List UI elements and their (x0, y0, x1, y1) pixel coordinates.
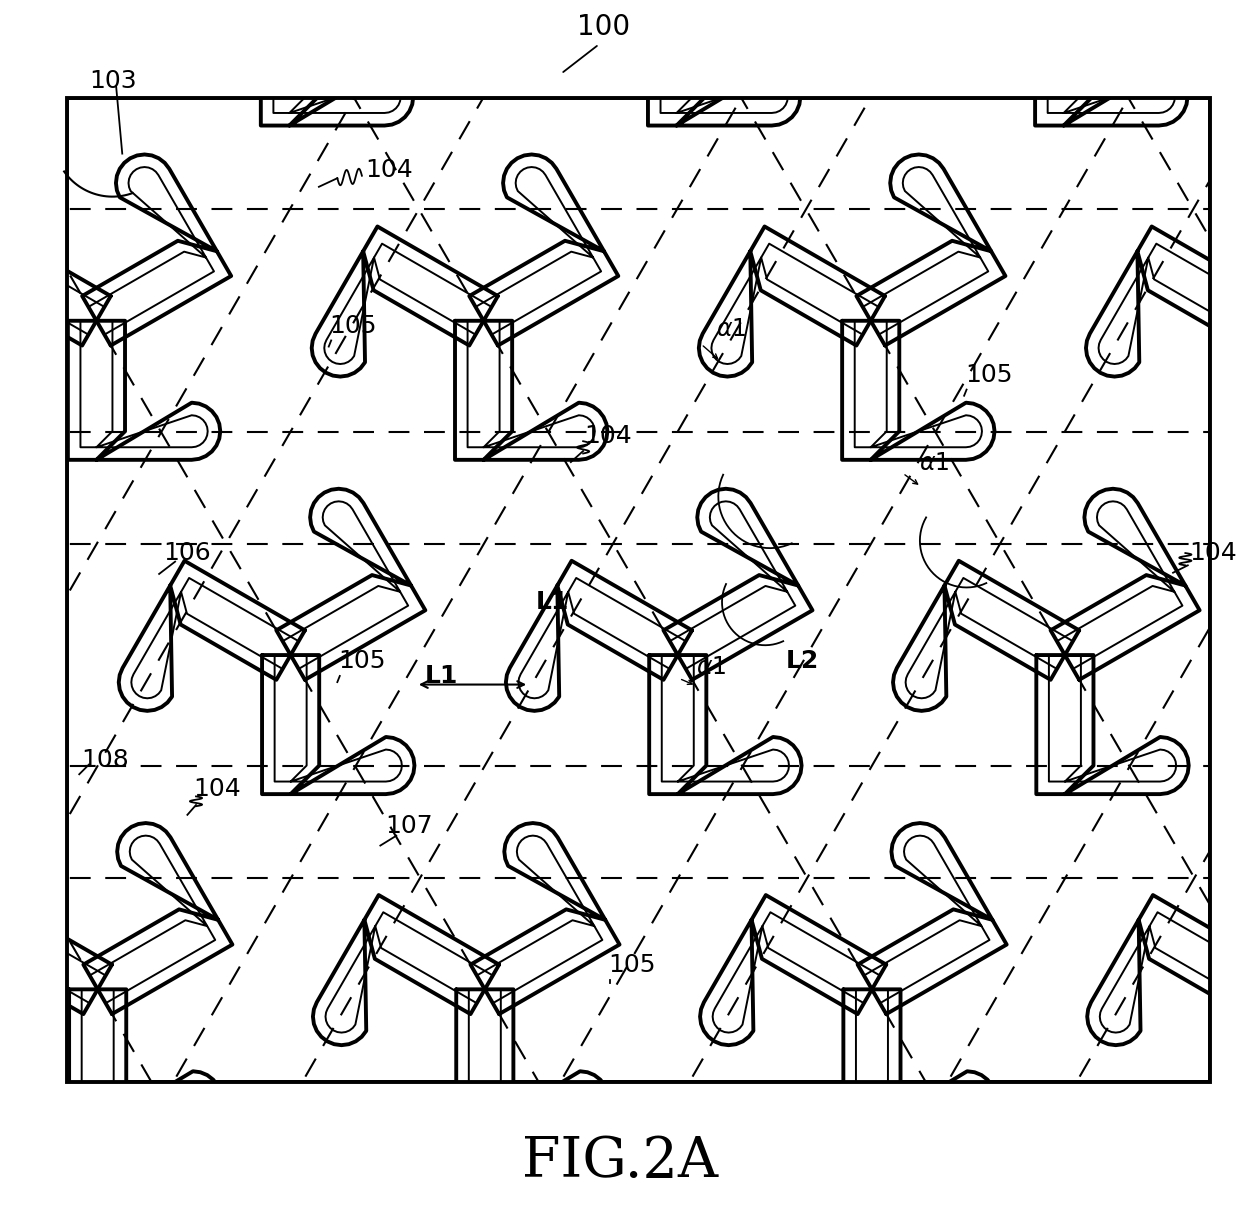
Text: 105: 105 (330, 313, 377, 338)
Polygon shape (699, 226, 885, 376)
Polygon shape (0, 895, 112, 1045)
Polygon shape (455, 321, 608, 460)
Polygon shape (650, 655, 801, 794)
Polygon shape (119, 560, 305, 710)
Polygon shape (843, 989, 996, 1128)
Polygon shape (5, 1082, 1235, 1229)
Polygon shape (69, 989, 222, 1128)
Polygon shape (893, 560, 1079, 710)
Text: L1: L1 (424, 664, 458, 688)
Text: 104: 104 (584, 424, 631, 449)
Text: 104: 104 (193, 777, 241, 801)
Text: 105: 105 (965, 363, 1012, 387)
Polygon shape (82, 155, 231, 345)
Text: 104: 104 (1189, 541, 1236, 565)
Text: 105: 105 (609, 952, 656, 977)
Polygon shape (118, 0, 304, 42)
Polygon shape (842, 321, 994, 460)
Bar (67, 98, 1210, 1082)
Text: L2: L2 (785, 649, 818, 673)
Polygon shape (1049, 0, 1198, 11)
Polygon shape (469, 155, 619, 345)
Polygon shape (277, 489, 425, 680)
Polygon shape (312, 895, 498, 1045)
Polygon shape (649, 0, 800, 125)
Polygon shape (663, 489, 812, 680)
Text: 106: 106 (164, 541, 211, 565)
Polygon shape (1050, 489, 1199, 680)
Text: 103: 103 (89, 69, 136, 93)
Polygon shape (1230, 989, 1240, 1128)
Text: FIG.2A: FIG.2A (522, 1134, 718, 1188)
Text: $\alpha$1: $\alpha$1 (715, 317, 746, 342)
Polygon shape (456, 989, 609, 1128)
Polygon shape (68, 321, 221, 460)
Polygon shape (5, 0, 1235, 98)
Bar (67, 98, 1210, 1082)
Polygon shape (5, 0, 67, 1229)
Polygon shape (858, 823, 1007, 1014)
Text: 104: 104 (365, 157, 413, 182)
Text: L1: L1 (536, 590, 569, 614)
Text: $\alpha$1: $\alpha$1 (919, 451, 949, 476)
Text: $\alpha$1: $\alpha$1 (696, 655, 727, 680)
Polygon shape (470, 823, 620, 1014)
Polygon shape (1037, 655, 1189, 794)
Text: 107: 107 (384, 814, 433, 838)
Polygon shape (0, 655, 27, 794)
Polygon shape (1035, 0, 1188, 125)
Polygon shape (0, 489, 38, 680)
Polygon shape (262, 655, 414, 794)
Polygon shape (701, 895, 887, 1045)
Polygon shape (83, 823, 232, 1014)
Polygon shape (505, 0, 691, 42)
Polygon shape (275, 0, 424, 11)
Polygon shape (892, 0, 1078, 42)
Text: 105: 105 (339, 649, 386, 673)
Polygon shape (662, 0, 811, 11)
Polygon shape (0, 226, 110, 376)
Polygon shape (506, 560, 692, 710)
Text: 100: 100 (578, 12, 631, 41)
Text: 108: 108 (82, 747, 129, 772)
Polygon shape (1086, 226, 1240, 376)
Polygon shape (260, 0, 413, 125)
Polygon shape (1210, 0, 1235, 1229)
Polygon shape (857, 155, 1006, 345)
Polygon shape (311, 226, 498, 376)
Polygon shape (1229, 321, 1240, 460)
Polygon shape (1087, 895, 1240, 1045)
